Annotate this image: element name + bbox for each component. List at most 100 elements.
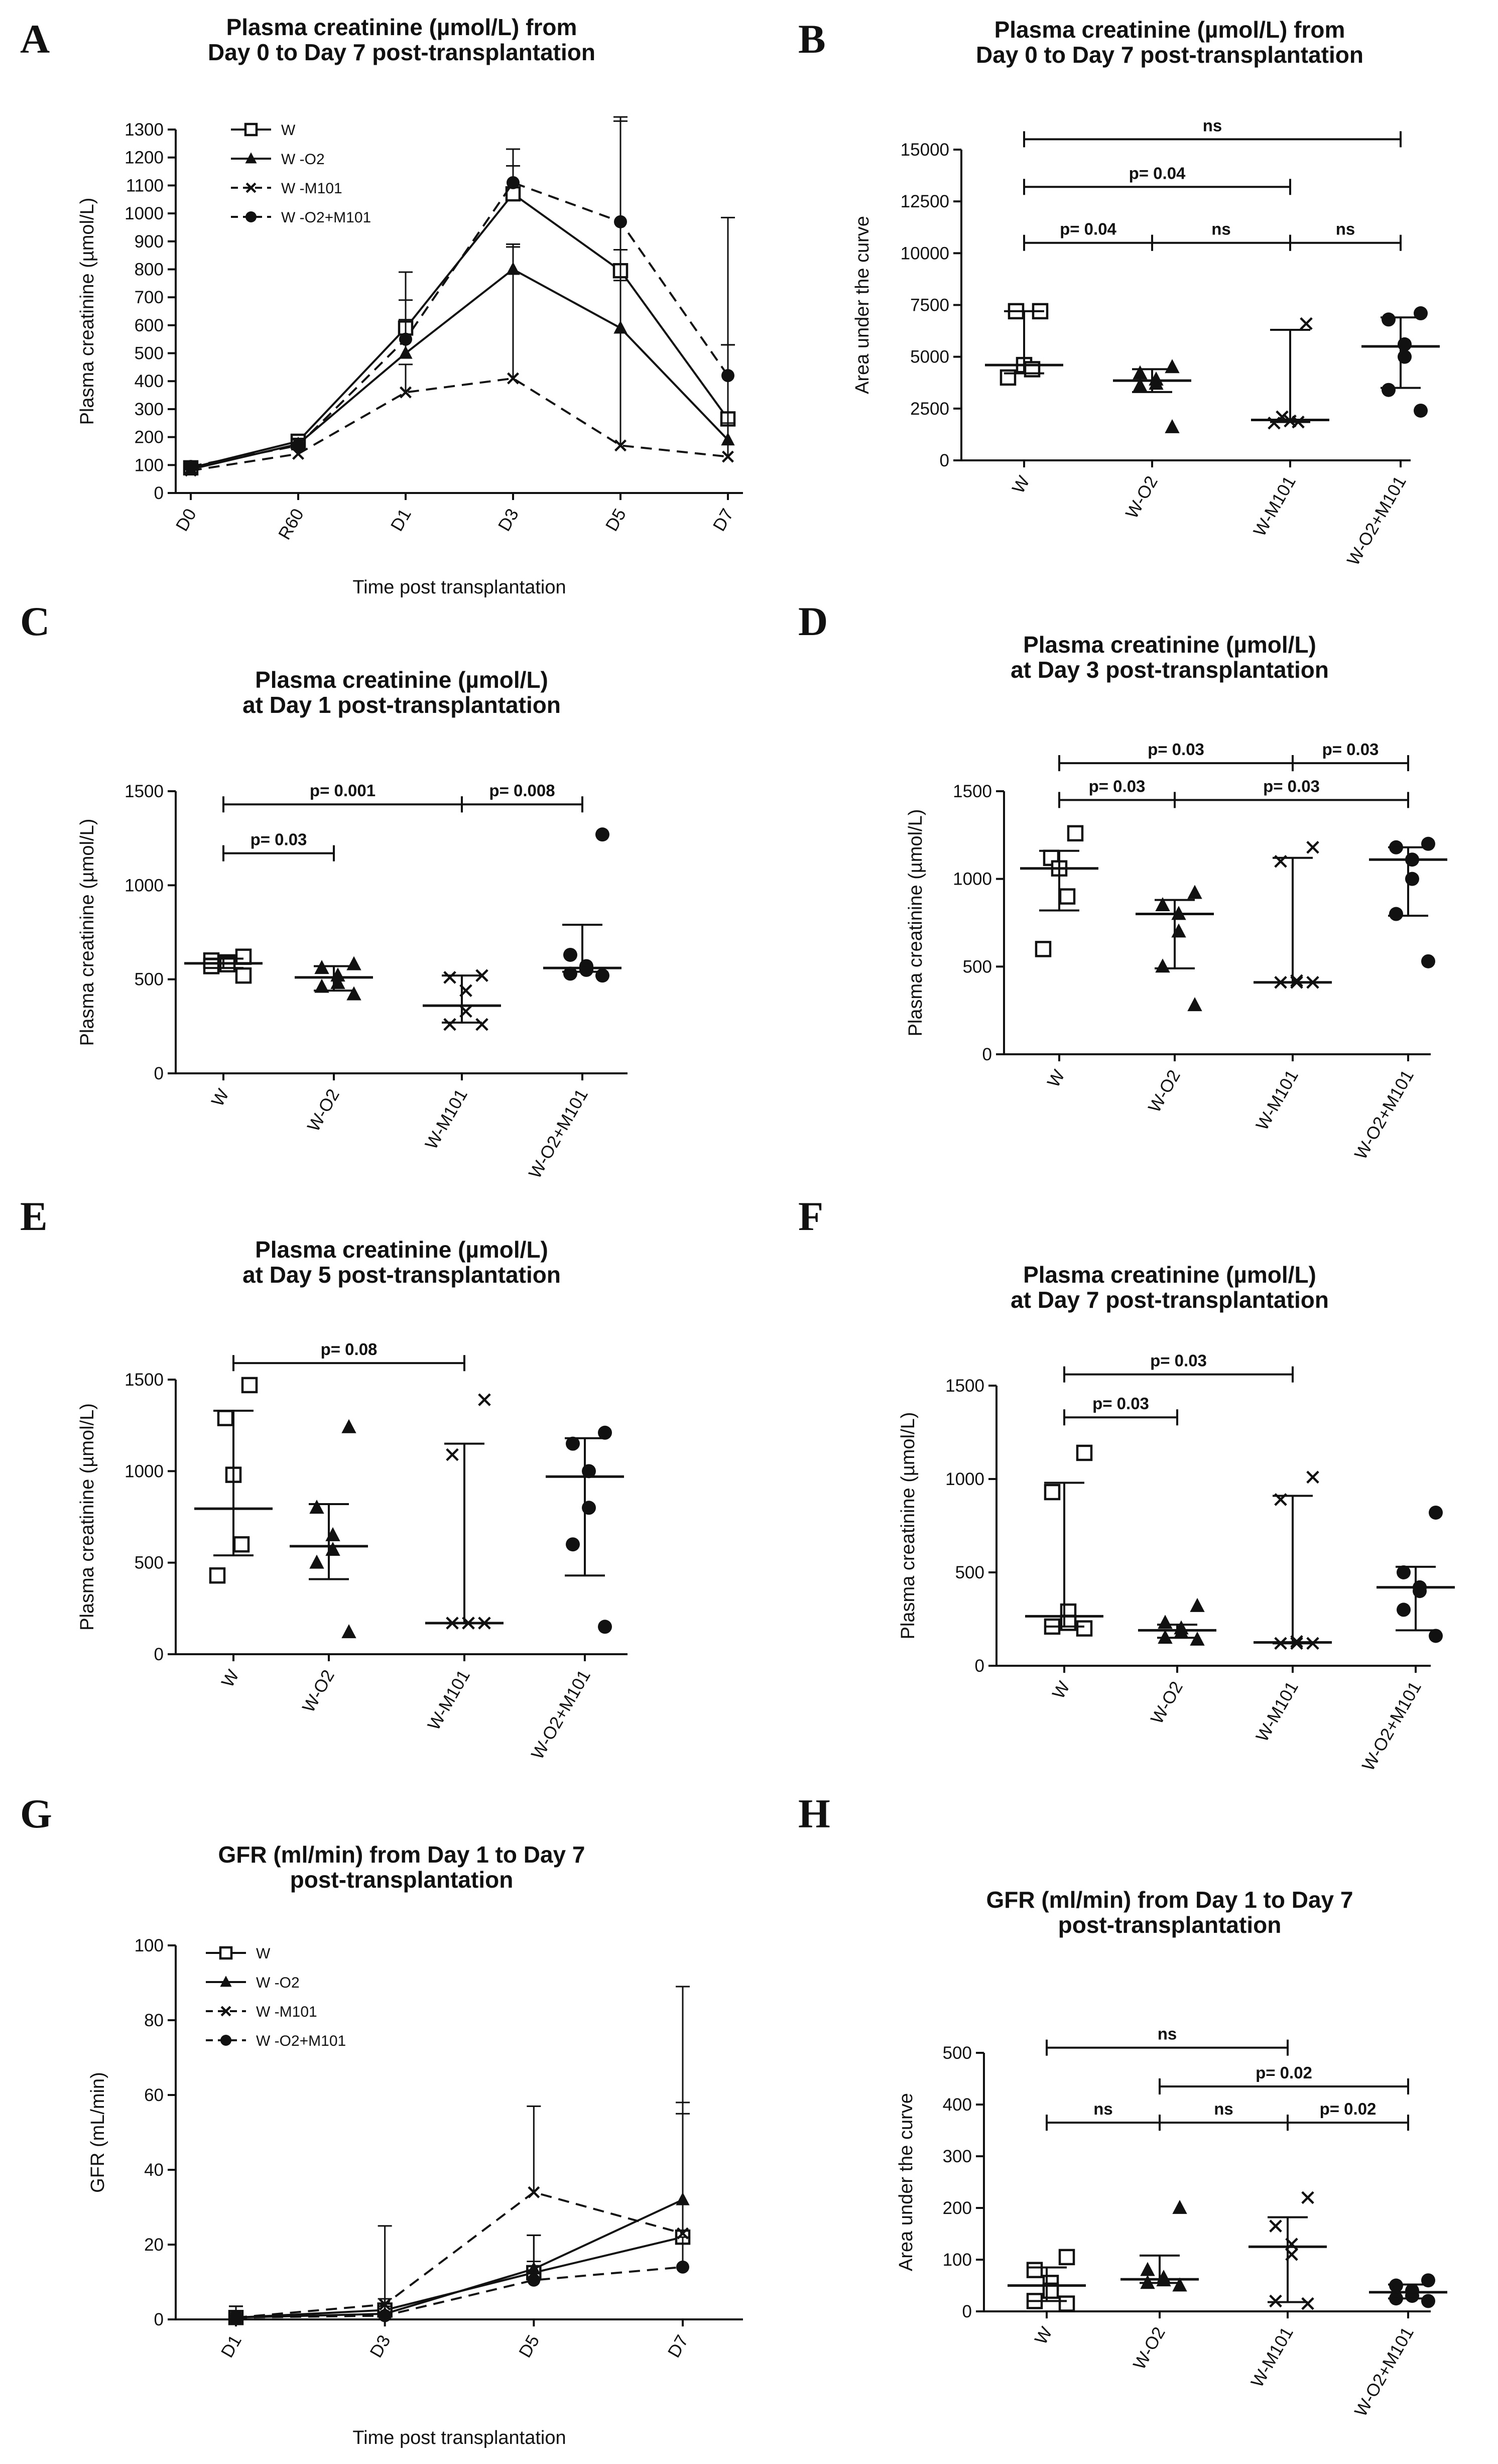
- significance-label: p= 0.008: [489, 781, 555, 800]
- group-w-o2: [1136, 885, 1214, 1012]
- x-tick-label: W: [1009, 473, 1034, 497]
- data-point: [721, 369, 734, 383]
- data-point: [443, 971, 456, 984]
- data-point: [1158, 1630, 1173, 1644]
- x-tick-label: W-M101: [1247, 2324, 1297, 2391]
- data-point: [1165, 359, 1180, 374]
- data-point: [1300, 317, 1313, 330]
- y-tick-label: 600: [135, 316, 164, 335]
- data-point: [1389, 2278, 1403, 2293]
- significance-label: p= 0.02: [1320, 2100, 1377, 2118]
- data-point: [507, 176, 520, 189]
- y-tick-label: 2500: [910, 399, 949, 419]
- group-w-o2-m101: [1361, 306, 1440, 418]
- panel-letter: A: [20, 16, 50, 62]
- data-point: [1421, 836, 1435, 851]
- series-line: [235, 2198, 683, 2319]
- y-tick-label: 1500: [124, 1370, 164, 1390]
- y-tick-label: 0: [154, 1645, 164, 1664]
- data-point: [1158, 1615, 1173, 1629]
- legend-marker: [244, 122, 258, 137]
- group-w-o2: [1113, 359, 1191, 433]
- data-point: [1026, 2262, 1043, 2278]
- y-tick-label: 700: [135, 288, 164, 307]
- y-tick-label: 300: [943, 2147, 972, 2166]
- chart-title: at Day 3 post-transplantation: [1011, 657, 1329, 683]
- y-tick-label: 10000: [901, 243, 949, 263]
- legend-item: W -O2+M101: [206, 2033, 346, 2049]
- group-w-o2-m101: [1369, 2273, 1447, 2308]
- y-tick-label: 200: [135, 428, 164, 447]
- data-point: [203, 958, 220, 974]
- data-point: [1172, 2277, 1187, 2292]
- x-tick-label: W: [218, 1667, 243, 1691]
- panel-letter: F: [798, 1193, 823, 1239]
- y-tick-label: 1500: [945, 1376, 984, 1396]
- y-tick-label: 0: [154, 1064, 164, 1083]
- group-w-m101: [1254, 1470, 1332, 1650]
- series-line: [190, 268, 729, 470]
- y-tick-label: 500: [963, 957, 992, 976]
- data-point: [614, 439, 627, 452]
- significance-bracket: p= 0.03: [1174, 777, 1409, 808]
- y-tick-label: 400: [943, 2095, 972, 2115]
- y-tick-label: 1100: [126, 176, 164, 195]
- significance-bracket: ns: [1046, 2100, 1161, 2131]
- significance-label: p= 0.03: [1263, 777, 1320, 795]
- data-point: [507, 372, 519, 385]
- data-point: [1133, 365, 1148, 380]
- data-point: [527, 2273, 541, 2287]
- panel-letter: D: [798, 598, 828, 644]
- x-tick-label: W-O2+M101: [1358, 1678, 1425, 1775]
- group-w: [1025, 1444, 1103, 1637]
- y-tick-label: 1500: [953, 782, 992, 801]
- data-point: [446, 1448, 459, 1461]
- group-w-o2: [1120, 2199, 1199, 2292]
- group-w-o2-m101: [1377, 1505, 1455, 1643]
- data-point: [1382, 312, 1396, 327]
- y-tick-label: 100: [943, 2250, 972, 2270]
- group-w: [985, 303, 1063, 386]
- chart-title: at Day 5 post-transplantation: [242, 1262, 561, 1288]
- y-axis-label: Plasma creatinine (µmol/L): [77, 1403, 98, 1631]
- y-tick-label: 0: [975, 1656, 984, 1676]
- group-w: [1020, 825, 1098, 957]
- significance-bracket: p= 0.02: [1287, 2100, 1409, 2131]
- x-tick-label: D3: [494, 506, 523, 535]
- x-tick-label: W-O2+M101: [1351, 1067, 1418, 1163]
- group-w: [184, 948, 263, 984]
- data-point: [563, 947, 577, 962]
- data-point: [598, 1425, 612, 1440]
- data-point: [1067, 825, 1084, 842]
- x-tick-label: D7: [709, 506, 737, 535]
- significance-label: p= 0.03: [1092, 1394, 1149, 1413]
- x-tick-label: W-M101: [421, 1086, 471, 1153]
- data-point: [1301, 2191, 1314, 2204]
- group-w-o2-m101: [1369, 836, 1447, 968]
- series-w-o2-m101: [229, 2236, 690, 2324]
- significance-label: p= 0.03: [1148, 740, 1204, 759]
- data-point: [1058, 2295, 1075, 2312]
- legend-marker: [245, 152, 257, 164]
- y-tick-label: 0: [962, 2302, 972, 2321]
- legend-label: W -O2+M101: [281, 209, 371, 226]
- significance-label: p= 0.03: [1150, 1351, 1207, 1370]
- y-axis-label: Area under the curve: [852, 216, 873, 394]
- data-point: [1190, 1597, 1205, 1612]
- chart-title: GFR (ml/min) from Day 1 to Day 7: [986, 1887, 1353, 1913]
- group-w-o2-m101: [543, 827, 621, 983]
- legend-label: W -O2+M101: [256, 2033, 346, 2049]
- data-point: [1035, 941, 1052, 957]
- y-tick-label: 300: [135, 400, 164, 419]
- legend-item: W: [231, 122, 296, 139]
- legend-marker: [245, 211, 257, 222]
- chart-title: post-transplantation: [1058, 1912, 1282, 1938]
- y-tick-label: 400: [135, 372, 164, 391]
- x-tick-label: W-M101: [1252, 1067, 1302, 1134]
- y-tick-label: 40: [144, 2160, 164, 2180]
- data-point: [1076, 1620, 1093, 1637]
- data-point: [566, 1537, 580, 1552]
- significance-label: p= 0.08: [321, 1340, 378, 1359]
